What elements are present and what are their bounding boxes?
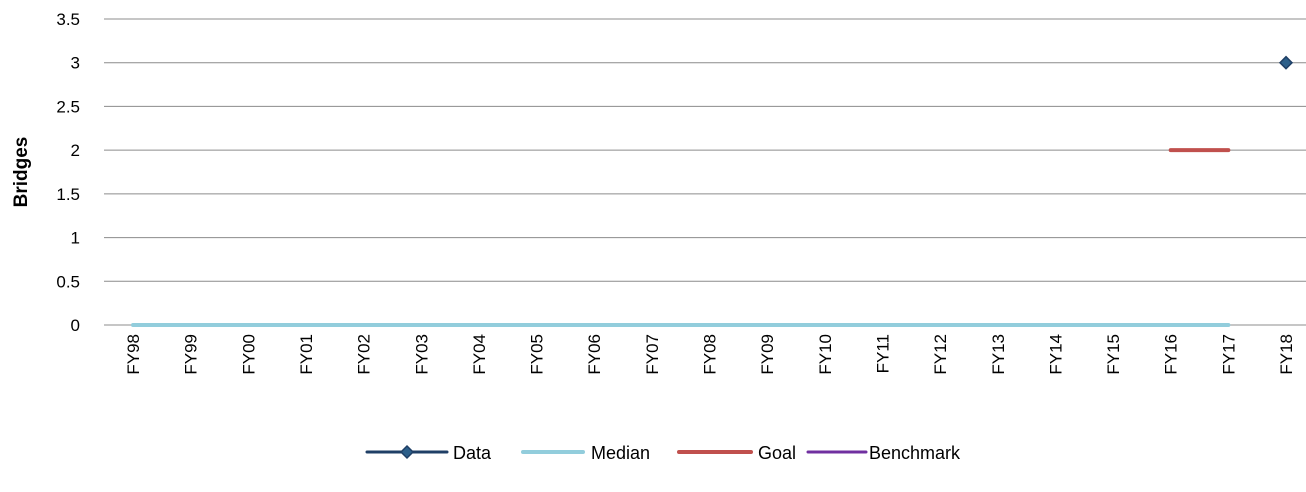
x-tick-label: FY10: [816, 334, 835, 375]
x-tick-label: FY12: [931, 334, 950, 375]
x-tick-labels: FY98 FY99 FY00 FY01 FY02 FY03 FY04 FY05 FY06 FY07…: [124, 334, 1296, 375]
x-tick-label: FY15: [1104, 334, 1123, 375]
series-data: [1278, 55, 1294, 70]
legend-item-benchmark: Benchmark: [806, 443, 961, 463]
y-axis-title: Bridges: [11, 137, 32, 208]
legend-label: Data: [453, 443, 492, 463]
y-tick-label: 2: [71, 141, 80, 160]
x-tick-label: FY99: [182, 334, 201, 375]
x-tick-label: FY03: [412, 334, 431, 375]
legend-item-goal: Goal: [677, 443, 796, 463]
x-tick-label: FY13: [989, 334, 1008, 375]
x-tick-label: FY04: [470, 334, 489, 375]
y-tick-label: 1: [71, 229, 80, 248]
y-tick-label: 3.5: [56, 10, 80, 29]
x-tick-label: FY17: [1219, 334, 1238, 375]
data-point-marker: [1278, 55, 1294, 70]
x-tick-label: FY14: [1046, 334, 1065, 375]
series-layer: [131, 55, 1294, 327]
legend-label: Benchmark: [869, 443, 961, 463]
y-tick-label: 1.5: [56, 185, 80, 204]
x-tick-label: FY00: [239, 334, 258, 375]
x-tick-label: FY07: [643, 334, 662, 375]
legend-item-median: Median: [521, 443, 650, 463]
x-tick-label: FY01: [297, 334, 316, 375]
x-tick-label: FY05: [528, 334, 547, 375]
x-tick-label: FY98: [124, 334, 143, 375]
x-tick-label: FY08: [701, 334, 720, 375]
x-tick-label: FY11: [873, 334, 892, 373]
y-tick-labels: 0 0.5 1 1.5 2 2.5 3 3.5: [56, 10, 80, 335]
y-tick-label: 0.5: [56, 272, 80, 291]
x-tick-label: FY02: [355, 334, 374, 375]
y-tick-label: 0: [71, 316, 80, 335]
legend-item-data: Data: [365, 443, 492, 463]
x-tick-label: FY18: [1277, 334, 1296, 375]
y-tick-label: 3: [71, 54, 80, 73]
legend-label: Goal: [758, 443, 796, 463]
gridlines: [104, 18, 1306, 326]
x-tick-label: FY09: [758, 334, 777, 375]
legend-label: Median: [591, 443, 650, 463]
x-tick-label: FY16: [1162, 334, 1181, 375]
legend-marker: [399, 444, 415, 460]
legend: Data Median Goal Benchmark: [365, 443, 961, 463]
y-tick-label: 2.5: [56, 97, 80, 116]
x-tick-label: FY06: [585, 334, 604, 375]
